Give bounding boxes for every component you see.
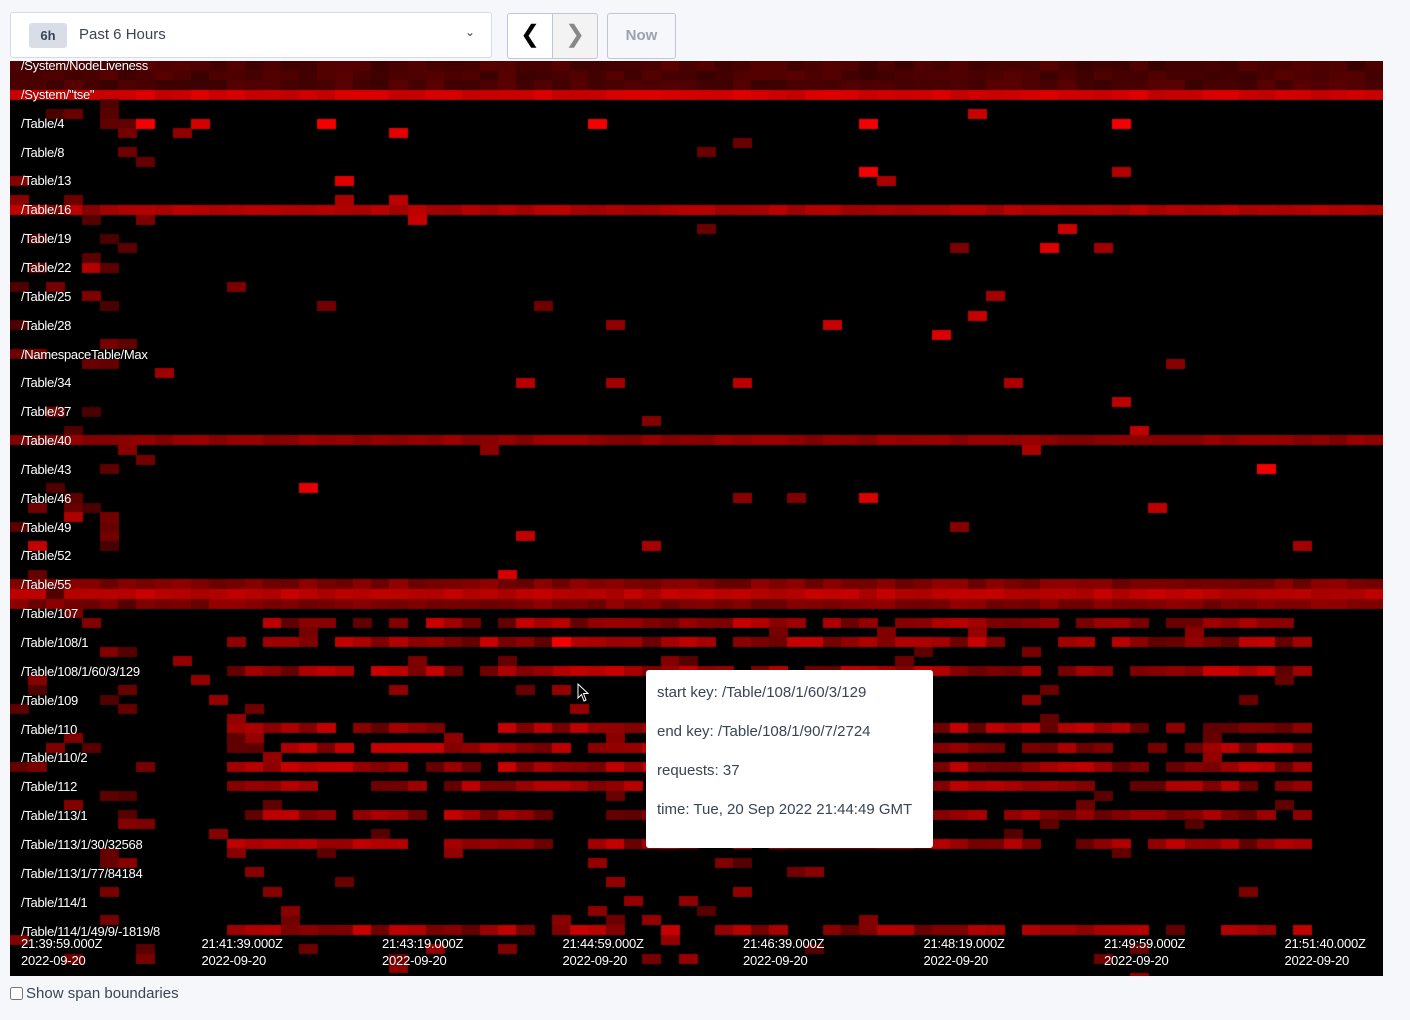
time-axis-tick: 21:39:59.000Z 2022-09-20 [21,935,102,969]
tick-time: 21:43:19.000Z [382,936,464,951]
row-label: /Table/112 [21,779,78,795]
time-axis-tick: 21:44:59.000Z 2022-09-20 [563,935,644,969]
tick-date: 2022-09-20 [562,953,628,968]
row-label: /Table/40 [21,433,72,449]
time-axis-tick: 21:43:19.000Z 2022-09-20 [382,935,463,969]
mouse-cursor-icon [577,683,590,702]
tick-date: 2022-09-20 [382,953,447,968]
tick-time: 21:51:40.000Z [1284,936,1366,951]
show-span-boundaries-label: Show span boundaries [26,985,179,1002]
row-label: /Table/114/1/49/9/-1819/8 [21,923,160,939]
next-time-button[interactable]: ❯ [552,13,598,59]
row-label: /Table/113/1/30/32568 [21,836,143,852]
row-label: /Table/34 [21,375,72,391]
row-label: /Table/43 [21,461,72,477]
show-span-boundaries-toggle[interactable]: Show span boundaries [10,985,179,1002]
chevron-down-icon: ⌄ [464,25,475,39]
tick-date: 2022-09-20 [923,953,989,968]
time-axis-tick: 21:48:19.000Z 2022-09-20 [924,935,1005,969]
tick-time: 21:48:19.000Z [923,936,1005,951]
tooltip-time: time: Tue, 20 Sep 2022 21:44:49 GMT [657,801,913,818]
row-label: /Table/16 [21,202,72,218]
chevron-right-icon: ❯ [564,21,586,48]
row-label: /NamespaceTable/Max [21,346,148,362]
row-label: /Table/110/2 [21,750,88,766]
time-axis-tick: 21:49:59.000Z 2022-09-20 [1104,935,1185,969]
tick-date: 2022-09-20 [21,953,86,968]
row-label: /Table/13 [21,173,72,189]
chevron-left-icon: ❮ [519,21,541,48]
row-label: /Table/113/1/77/84184 [21,865,143,881]
row-label: /Table/107 [21,606,78,622]
tooltip-requests: requests: 37 [657,762,740,779]
row-label: /Table/25 [21,288,72,304]
tick-time: 21:46:39.000Z [743,936,825,951]
heatmap-tooltip: start key: /Table/108/1/60/3/129 end key… [646,670,933,848]
time-range-selector[interactable]: 6h Past 6 Hours ⌄ [10,12,492,58]
now-button[interactable]: Now [607,13,676,59]
row-label: /Table/37 [21,404,72,420]
tick-date: 2022-09-20 [201,953,267,968]
row-label: /Table/109 [21,692,78,708]
key-visualizer-heatmap[interactable]: /System/NodeLiveness/System/"tse" /Table/… [10,61,1383,976]
row-label: /Table/114/1 [21,894,88,910]
row-label: /Table/108/1/60/3/129 [21,663,140,679]
tick-date: 2022-09-20 [743,953,808,968]
tooltip-end-key: end key: /Table/108/1/90/7/2724 [657,723,871,740]
row-label: /Table/108/1 [21,635,89,650]
time-range-badge: 6h [29,23,67,48]
row-label: /Table/52 [21,548,72,564]
row-label: /Table/55 [21,577,72,593]
row-label: /Table/110 [21,721,78,737]
row-label: /Table/19 [21,231,72,247]
row-label: /Table/46 [21,490,72,506]
row-label: /System/NodeLiveness [21,61,148,73]
tick-time: 21:49:59.000Z [1104,936,1186,951]
time-axis-tick: 21:51:40.000Z 2022-09-20 [1285,935,1366,969]
tick-time: 21:41:39.000Z [201,936,283,951]
tick-date: 2022-09-20 [1104,953,1169,968]
row-label: /Table/28 [21,317,72,333]
tick-time: 21:44:59.000Z [562,936,644,951]
row-label: /Table/49 [21,519,72,535]
row-label: /Table/113/1 [21,808,88,824]
time-range-label: Past 6 Hours [79,26,166,43]
time-axis-tick: 21:46:39.000Z 2022-09-20 [743,935,824,969]
tooltip-start-key: start key: /Table/108/1/60/3/129 [657,684,867,701]
tick-time: 21:39:59.000Z [21,936,103,951]
show-span-boundaries-checkbox[interactable] [10,987,23,1000]
row-label: /Table/4 [21,115,65,131]
time-axis-tick: 21:41:39.000Z 2022-09-20 [202,935,283,969]
row-label: /Table/8 [21,144,65,160]
row-label: /System/"tse" [21,86,95,102]
row-label: /Table/22 [21,259,72,275]
tick-date: 2022-09-20 [1284,953,1350,968]
previous-time-button[interactable]: ❮ [507,13,553,59]
